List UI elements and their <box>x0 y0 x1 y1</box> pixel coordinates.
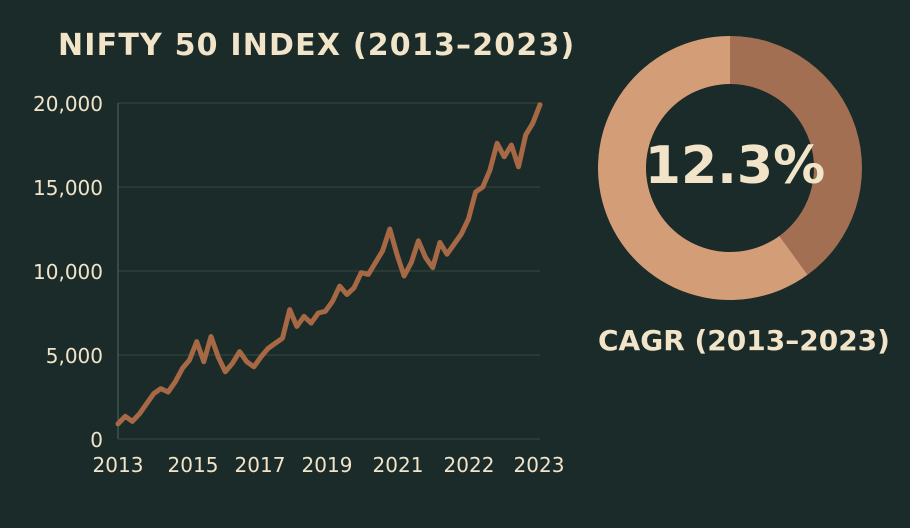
x-tick-label: 2022 <box>444 453 495 477</box>
x-tick-label: 2017 <box>235 453 286 477</box>
x-tick-label: 2015 <box>168 453 219 477</box>
x-tick-label: 2013 <box>93 453 144 477</box>
y-tick-label: 15,000 <box>33 176 103 200</box>
x-tick-label: 2021 <box>373 453 424 477</box>
y-tick-label: 0 <box>90 428 103 452</box>
nifty-series-line <box>115 102 543 427</box>
x-tick-label: 2019 <box>302 453 353 477</box>
donut-slice-light <box>598 36 808 300</box>
y-tick-label: 5,000 <box>46 344 103 368</box>
y-tick-label: 20,000 <box>33 92 103 116</box>
chart-title: NIFTY 50 INDEX (2013–2023) <box>58 28 576 63</box>
cagr-label: CAGR (2013–2023) <box>598 324 890 357</box>
cagr-value: 12.3% <box>644 136 826 196</box>
x-tick-label: 2023 <box>514 453 565 477</box>
y-tick-label: 10,000 <box>33 260 103 284</box>
donut-slice-dark <box>730 36 863 275</box>
donut-hole <box>647 85 813 251</box>
